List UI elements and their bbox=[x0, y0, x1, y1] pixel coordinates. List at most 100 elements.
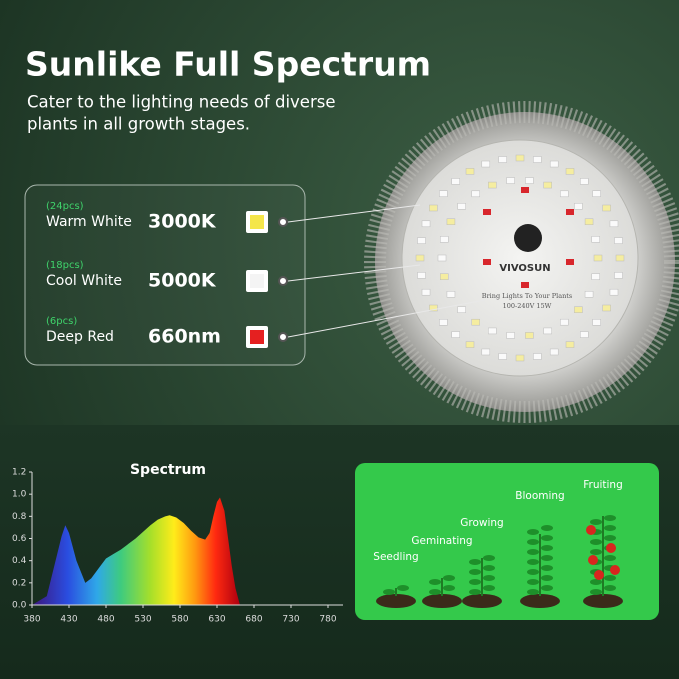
led bbox=[465, 341, 475, 348]
led bbox=[481, 348, 491, 356]
lamp-fins bbox=[364, 101, 679, 423]
lamp-brand: VIVOSUN bbox=[499, 263, 550, 274]
led bbox=[560, 318, 569, 326]
stage-label: Blooming bbox=[515, 490, 564, 502]
led bbox=[488, 327, 497, 335]
led bbox=[446, 290, 456, 298]
leaf bbox=[604, 585, 616, 591]
y-tick-label: 1.0 bbox=[12, 490, 27, 500]
y-tick-label: 0.2 bbox=[12, 578, 26, 588]
legend-name: Deep Red bbox=[46, 329, 114, 345]
leaf bbox=[429, 579, 441, 585]
led bbox=[471, 190, 480, 198]
soil bbox=[422, 594, 462, 608]
leaf bbox=[469, 579, 481, 585]
led bbox=[429, 204, 438, 212]
tomato bbox=[594, 570, 604, 580]
leaf bbox=[397, 585, 409, 591]
led bbox=[471, 318, 480, 326]
title: Sunlike Full Spectrum bbox=[25, 45, 431, 84]
lamp-logo bbox=[514, 224, 542, 252]
led bbox=[417, 272, 426, 279]
leaf bbox=[590, 549, 602, 555]
leaf bbox=[429, 589, 441, 595]
leaf bbox=[527, 559, 539, 565]
led bbox=[506, 332, 515, 339]
leaf bbox=[443, 585, 455, 591]
leaf bbox=[541, 535, 553, 541]
led bbox=[593, 254, 603, 262]
legend-value: 5000K bbox=[148, 270, 217, 292]
led bbox=[437, 254, 447, 262]
led-red bbox=[566, 209, 574, 215]
leaf bbox=[590, 579, 602, 585]
leaf bbox=[527, 579, 539, 585]
led bbox=[421, 220, 431, 228]
led bbox=[574, 306, 583, 313]
connector-dot bbox=[278, 276, 288, 286]
tomato bbox=[606, 543, 616, 553]
leaf bbox=[483, 585, 495, 591]
legend-name: Warm White bbox=[46, 214, 132, 230]
leaf bbox=[469, 559, 481, 565]
connector bbox=[287, 204, 421, 223]
x-tick-label: 630 bbox=[208, 615, 225, 625]
stages: Seedling Geminating Growing Blooming Fruitin… bbox=[373, 479, 623, 608]
led bbox=[533, 156, 542, 163]
leaf bbox=[527, 589, 539, 595]
leaf bbox=[604, 575, 616, 581]
leaf bbox=[541, 585, 553, 591]
y-tick-label: 0.8 bbox=[12, 512, 27, 522]
lamp-disc bbox=[401, 139, 639, 377]
y-tick-label: 0.4 bbox=[12, 556, 27, 566]
legend-name: Cool White bbox=[46, 273, 122, 289]
led bbox=[580, 178, 589, 185]
x-tick-label: 730 bbox=[282, 615, 299, 625]
connector-dot bbox=[278, 332, 288, 342]
led-red bbox=[483, 259, 491, 265]
led bbox=[591, 236, 600, 243]
leaf bbox=[483, 575, 495, 581]
leaf bbox=[541, 555, 553, 561]
led bbox=[592, 319, 601, 326]
led bbox=[543, 327, 552, 335]
led bbox=[574, 203, 583, 210]
chart-title: Spectrum bbox=[130, 462, 206, 478]
led bbox=[615, 254, 625, 262]
lamp-slogan: Bring Lights To Your Plants bbox=[482, 292, 572, 300]
led bbox=[457, 306, 466, 313]
legend-box bbox=[24, 184, 306, 366]
led bbox=[446, 218, 456, 226]
led bbox=[498, 353, 507, 360]
led-red bbox=[521, 282, 529, 288]
led bbox=[609, 220, 619, 228]
spectrum-area bbox=[32, 497, 328, 605]
led bbox=[592, 190, 601, 197]
x-tick-label: 780 bbox=[319, 615, 336, 625]
tomato bbox=[586, 525, 596, 535]
led bbox=[465, 168, 475, 175]
connector bbox=[287, 264, 421, 282]
y-tick-label: 0.6 bbox=[12, 534, 27, 544]
led bbox=[584, 218, 594, 226]
stage-label: Growing bbox=[460, 517, 503, 529]
legend-count: (24pcs) bbox=[46, 201, 84, 212]
y-tick-label: 0.0 bbox=[12, 601, 27, 611]
led-red bbox=[566, 259, 574, 265]
led bbox=[506, 177, 515, 184]
legend: (24pcs) Warm White 3000K (18pcs) Cool White 5… bbox=[46, 201, 486, 348]
leaf bbox=[604, 555, 616, 561]
connector-dot bbox=[278, 217, 288, 227]
x-tick-label: 530 bbox=[134, 615, 151, 625]
led bbox=[584, 290, 594, 298]
leaf bbox=[590, 539, 602, 545]
stage-label: Geminating bbox=[411, 535, 472, 547]
legend-swatch-inner bbox=[250, 330, 264, 344]
led bbox=[415, 254, 425, 262]
led bbox=[525, 177, 534, 184]
led bbox=[560, 190, 569, 198]
led bbox=[580, 331, 589, 338]
legend-swatch-inner bbox=[250, 215, 264, 229]
led bbox=[602, 204, 611, 212]
leaf bbox=[483, 565, 495, 571]
